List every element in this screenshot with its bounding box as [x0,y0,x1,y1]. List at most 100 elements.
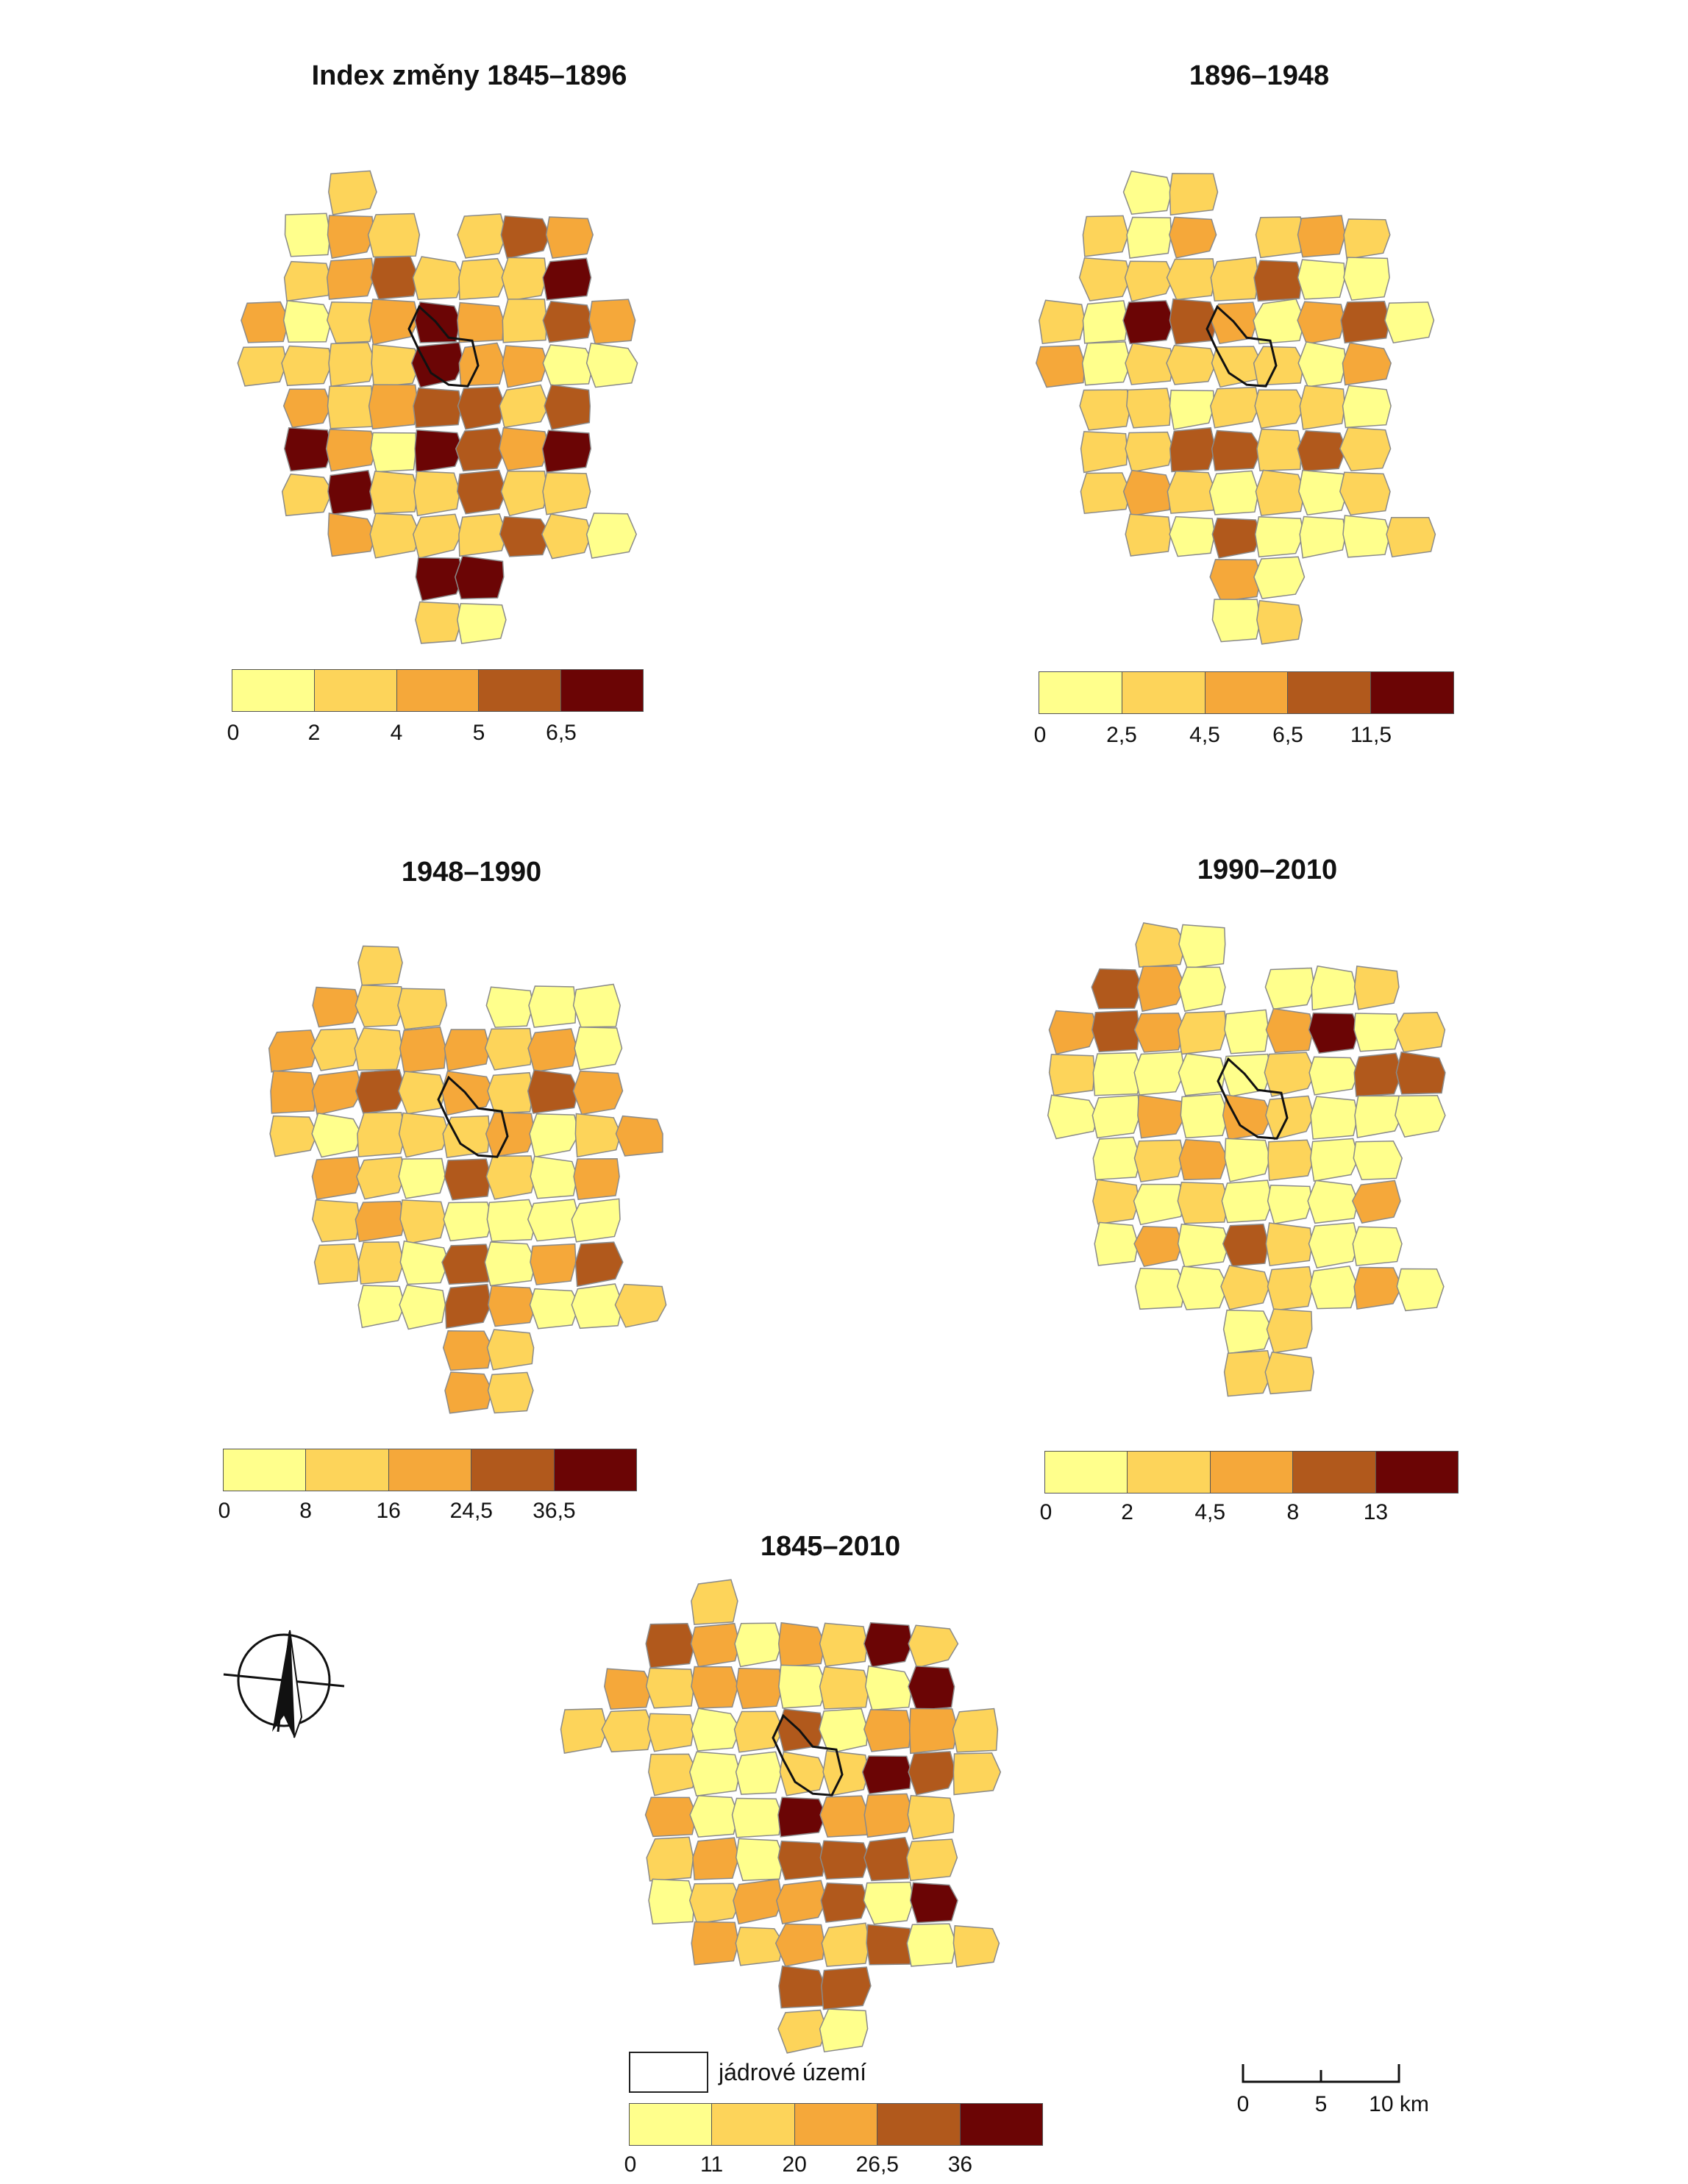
legend-1845-1896 [232,669,644,712]
municipality-polygon [604,1668,653,1710]
municipality-polygon [1308,1222,1359,1268]
municipality-polygon [327,301,376,344]
map-title-1845-2010: 1845–2010 [760,1531,901,1562]
legend-swatch-5 [960,2104,1043,2145]
municipality-polygon [1091,1094,1141,1139]
municipality-polygon [369,470,419,515]
municipality-polygon [1342,342,1392,386]
municipality-polygon [1394,1012,1446,1053]
municipality-polygon [283,260,332,302]
municipality-polygon [908,1624,959,1669]
municipality-polygon [328,342,377,388]
municipality-polygon [644,1796,697,1838]
municipality-polygon [1297,301,1346,345]
municipality-polygon [1308,1056,1359,1096]
municipality-polygon [1221,1180,1274,1224]
municipality-polygon [1342,515,1391,558]
municipality-polygon [357,1112,407,1157]
legend-break-label: 2,5 [1106,723,1137,747]
legend-swatch-1 [232,670,315,711]
municipality-polygon [863,1881,914,1925]
legend-swatch-5 [1371,672,1453,713]
scale-tick-0: 0 [1236,2092,1250,2116]
municipality-polygon [691,1921,740,1966]
municipality-polygon [1082,215,1129,257]
municipality-polygon [866,1924,914,1966]
municipality-polygon [399,1284,446,1330]
municipality-polygon [1091,968,1143,1010]
municipality-polygon [458,513,508,557]
municipality-polygon [1384,301,1435,344]
municipality-polygon [689,1751,741,1797]
municipality-polygon [822,1750,869,1796]
municipality-polygon [1265,1222,1313,1267]
municipality-polygon [1082,300,1129,344]
municipality-polygon [269,1115,318,1157]
municipality-polygon [861,1755,912,1795]
municipality-polygon [1036,345,1086,388]
municipality-polygon [1253,260,1303,302]
municipality-polygon [398,1071,446,1115]
legend-break-label: 36,5 [533,1499,576,1523]
municipality-polygon [1353,966,1400,1010]
municipality-polygon [908,1707,959,1755]
legend-swatch-3 [388,1449,472,1491]
municipality-polygon [1265,1095,1315,1141]
municipality-polygon [1220,1265,1270,1310]
municipality-polygon [328,170,377,215]
core-territory-outline [437,1075,509,1158]
legend-break-label: 0 [227,721,240,745]
municipality-polygon [1308,1012,1360,1054]
municipality-polygon [442,1115,491,1158]
municipality-polygon [313,1243,360,1285]
map-title-1896-1948: 1896–1948 [1189,60,1330,91]
municipality-polygon [502,345,548,388]
municipality-polygon [444,1283,492,1329]
municipality-polygon [1297,341,1347,388]
legend-swatch-4 [471,1449,555,1491]
municipality-polygon [1297,430,1347,472]
municipality-polygon [648,1753,698,1796]
municipality-polygon [735,1927,785,1966]
municipality-polygon [1169,389,1215,430]
municipality-polygon [1080,431,1128,474]
legend-break-label: 13 [1363,1500,1389,1524]
legend-swatch-5 [554,1449,637,1491]
municipality-polygon [1211,599,1261,643]
municipality-polygon [442,1330,494,1371]
municipality-polygon [1264,1052,1317,1097]
municipality-polygon [457,386,507,430]
municipality-polygon [777,2009,827,2054]
municipality-polygon [367,213,421,258]
legend-break-label: 36 [947,2152,973,2177]
municipality-polygon [777,1796,827,1838]
municipality-polygon [410,341,465,388]
legend-break-label: 0 [1033,723,1047,747]
municipality-polygon [1309,1265,1358,1310]
municipality-polygon [735,1751,783,1795]
municipality-polygon [585,513,638,559]
municipality-polygon [1311,965,1357,1011]
legend-break-label: 0 [1039,1500,1053,1524]
municipality-polygon [1256,599,1303,645]
municipality-polygon [1267,1266,1314,1311]
municipality-polygon [530,1243,577,1285]
municipality-polygon [1133,1225,1183,1268]
legend-swatch-2 [306,1449,389,1491]
municipality-polygon [457,213,508,259]
core-area-legend: jádrové území [629,2052,866,2093]
municipality-polygon [1353,1266,1403,1310]
municipality-polygon [821,1966,872,2010]
municipality-polygon [821,1922,871,1967]
municipality-polygon [1254,389,1306,429]
municipality-polygon [560,1707,608,1754]
municipality-polygon [777,1841,827,1881]
municipality-polygon [1136,966,1186,1013]
municipality-polygon [283,427,334,472]
municipality-polygon [1124,260,1175,302]
municipality-polygon [530,1155,578,1199]
municipality-polygon [688,1883,741,1924]
municipality-polygon [1395,1094,1446,1138]
scale-bar-line [1242,2064,1400,2083]
legend-break-label: 4,5 [1194,1500,1226,1524]
